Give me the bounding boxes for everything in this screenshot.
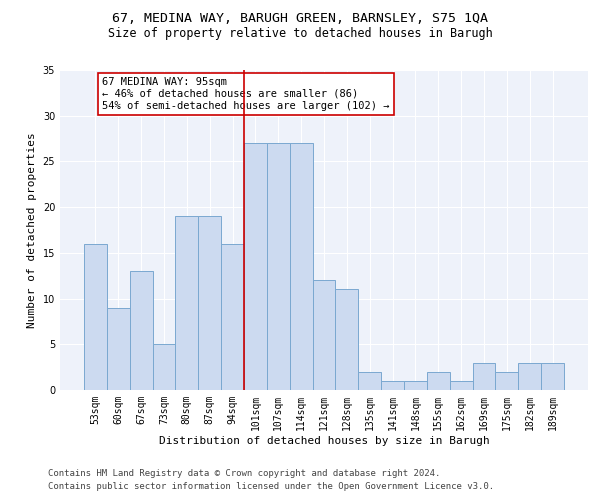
Text: Contains HM Land Registry data © Crown copyright and database right 2024.: Contains HM Land Registry data © Crown c… xyxy=(48,468,440,477)
Bar xyxy=(473,362,496,390)
Bar xyxy=(313,280,335,390)
Text: 67 MEDINA WAY: 95sqm
← 46% of detached houses are smaller (86)
54% of semi-detac: 67 MEDINA WAY: 95sqm ← 46% of detached h… xyxy=(102,78,390,110)
Bar xyxy=(404,381,427,390)
Bar xyxy=(244,143,267,390)
Bar xyxy=(107,308,130,390)
Bar xyxy=(381,381,404,390)
Bar xyxy=(518,362,541,390)
Text: 67, MEDINA WAY, BARUGH GREEN, BARNSLEY, S75 1QA: 67, MEDINA WAY, BARUGH GREEN, BARNSLEY, … xyxy=(112,12,488,26)
Text: Contains public sector information licensed under the Open Government Licence v3: Contains public sector information licen… xyxy=(48,482,494,491)
Bar xyxy=(198,216,221,390)
Bar xyxy=(290,143,313,390)
Bar xyxy=(84,244,107,390)
Bar xyxy=(427,372,450,390)
Bar xyxy=(335,290,358,390)
X-axis label: Distribution of detached houses by size in Barugh: Distribution of detached houses by size … xyxy=(158,436,490,446)
Bar xyxy=(175,216,198,390)
Y-axis label: Number of detached properties: Number of detached properties xyxy=(27,132,37,328)
Bar xyxy=(358,372,381,390)
Bar xyxy=(267,143,290,390)
Bar xyxy=(450,381,473,390)
Bar xyxy=(541,362,564,390)
Bar xyxy=(496,372,518,390)
Bar xyxy=(130,271,152,390)
Text: Size of property relative to detached houses in Barugh: Size of property relative to detached ho… xyxy=(107,28,493,40)
Bar xyxy=(221,244,244,390)
Bar xyxy=(152,344,175,390)
